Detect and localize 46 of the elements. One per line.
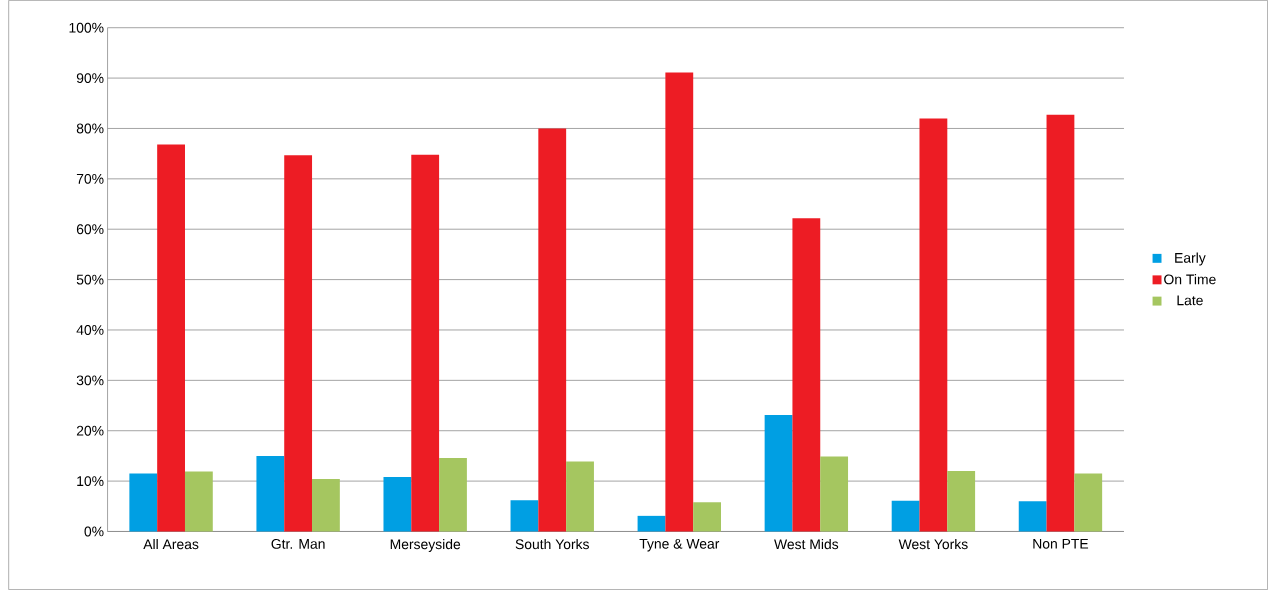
bar xyxy=(637,515,666,532)
bar xyxy=(947,471,976,532)
y-tick-label: 20% xyxy=(76,425,104,436)
bar xyxy=(891,500,920,532)
y-tick-label: 30% xyxy=(76,375,104,386)
x-tick-label: Merseyside xyxy=(390,538,461,552)
y-tick-label: 100% xyxy=(69,22,104,33)
bar xyxy=(284,155,313,532)
bar xyxy=(764,415,793,532)
bar xyxy=(312,479,340,532)
y-tick-label: 10% xyxy=(77,476,104,487)
bar xyxy=(1074,473,1103,532)
bar xyxy=(383,477,412,532)
bar xyxy=(919,118,948,532)
y-tick-label: 70% xyxy=(76,173,104,184)
bar xyxy=(157,144,185,532)
y-tick-label: 40% xyxy=(76,325,104,335)
bar xyxy=(256,455,285,532)
bar xyxy=(129,473,158,532)
bar xyxy=(665,72,694,532)
legend-label: Early xyxy=(1175,252,1206,266)
x-tick-label: West Mids xyxy=(774,538,839,550)
bar xyxy=(693,502,721,532)
y-tick-label: 50% xyxy=(76,274,104,285)
x-tick-label: Gtr. Man xyxy=(271,538,325,549)
y-tick-label: 60% xyxy=(76,224,104,235)
bar xyxy=(538,128,567,532)
x-tick-label: South Yorks xyxy=(515,538,589,550)
y-tick-label: 90% xyxy=(76,73,104,84)
y-tick-label: 80% xyxy=(76,123,104,134)
bar xyxy=(820,456,849,532)
bar xyxy=(184,471,213,532)
legend-label: Late xyxy=(1177,295,1203,306)
bar xyxy=(439,457,467,532)
bar xyxy=(1018,501,1047,532)
x-tick-label: Non PTE xyxy=(1033,538,1089,549)
bar xyxy=(566,461,594,532)
x-tick-label: All Areas xyxy=(143,538,199,550)
x-tick-label: West Yorks xyxy=(898,538,968,550)
legend-label: On Time xyxy=(1164,274,1216,285)
bar xyxy=(510,500,539,532)
x-tick-label: Tyne & Wear xyxy=(639,538,720,552)
bar xyxy=(411,154,440,532)
bar xyxy=(792,218,821,532)
bar xyxy=(1046,114,1075,532)
y-tick-label: 0% xyxy=(84,526,104,537)
